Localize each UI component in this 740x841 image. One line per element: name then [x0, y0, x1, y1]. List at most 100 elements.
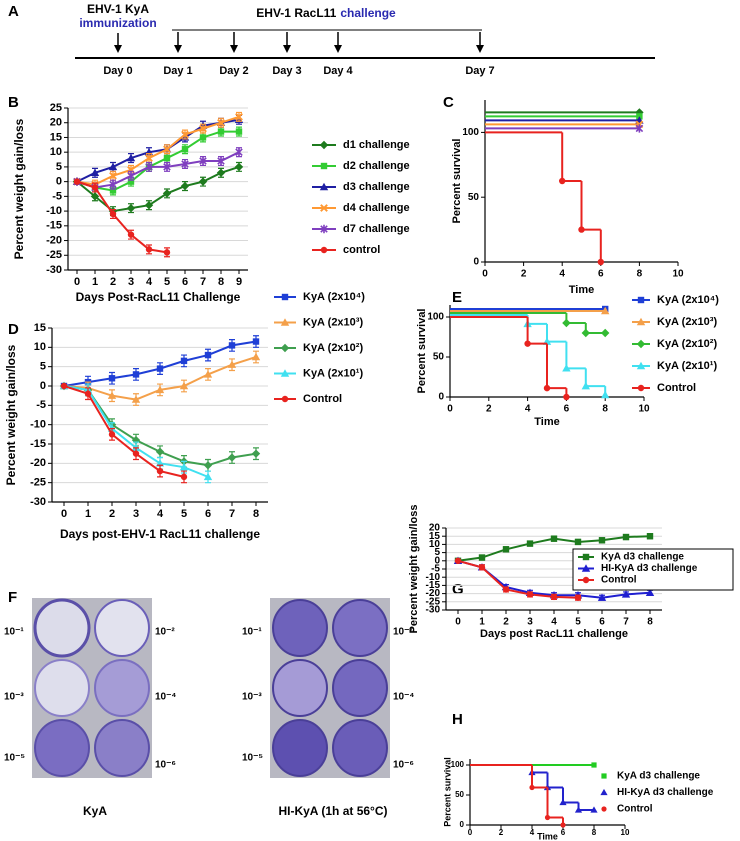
marker [132, 371, 140, 378]
y-tick-label: 10 [34, 341, 46, 353]
marker [637, 384, 645, 392]
dilution-label: 10⁻⁴ [155, 692, 176, 703]
y-tick-label: 50 [455, 790, 464, 799]
panel-label: A [8, 3, 19, 20]
x-tick-label: 0 [482, 269, 488, 280]
x-tick-label: 8 [253, 508, 259, 520]
x-tick-label: 1 [85, 508, 91, 520]
x-tick-label: 2 [486, 404, 492, 415]
x-tick-label: 6 [598, 269, 604, 280]
y-axis-label: Percent weight gain/loss [408, 505, 420, 634]
x-tick-label: 6 [561, 828, 566, 837]
y-tick-label: -5 [431, 564, 440, 575]
marker [156, 467, 164, 475]
legend-label: KyA (2x10²) [303, 342, 363, 354]
marker [581, 564, 591, 572]
legend-label: HI-KyA d3 challenge [601, 563, 698, 574]
y-tick-label: 20 [50, 117, 62, 129]
x-tick-label: 3 [133, 508, 139, 520]
marker [590, 806, 598, 813]
x-tick-label: 7 [200, 276, 206, 288]
x-tick-label: 6 [599, 617, 605, 628]
y-tick-label: 0 [460, 820, 465, 829]
panel-label: D [8, 321, 19, 338]
marker [320, 162, 328, 170]
marker [127, 165, 135, 174]
y-tick-label: 5 [56, 161, 62, 173]
y-tick-label: -25 [426, 596, 441, 607]
marker [109, 180, 117, 189]
marker [636, 361, 646, 370]
x-tick-label: 6 [564, 404, 570, 415]
x-axis-label: Days post-EHV-1 RacL11 challenge [60, 527, 260, 541]
x-tick-label: 0 [447, 404, 453, 415]
series-line [457, 559, 579, 599]
x-tick-label: 4 [530, 828, 535, 837]
legend-box [572, 548, 734, 591]
plate-caption: HI-KyA (1h at 56°C) [278, 804, 387, 818]
marker [562, 364, 571, 372]
marker [203, 472, 213, 481]
panel-label: F [8, 589, 17, 606]
legend-label: Control [657, 382, 696, 394]
y-axis-label: Percent weight gain/loss [12, 118, 26, 259]
marker [199, 124, 207, 133]
marker [560, 822, 566, 828]
marker [251, 352, 261, 361]
marker [181, 146, 189, 153]
marker [126, 203, 136, 213]
day-label: Day 7 [465, 65, 494, 77]
arrow-head [230, 45, 238, 53]
dilution-label: 10⁻⁶ [393, 760, 414, 771]
challenge-prefix: EHV-1 RacL11 [256, 6, 336, 20]
legend-label: KyA (2x10³) [303, 316, 363, 328]
legend-label: d1 challenge [343, 139, 410, 151]
marker [132, 450, 140, 457]
marker [252, 338, 260, 345]
marker [597, 593, 607, 601]
legend-label: control [343, 244, 380, 256]
marker [127, 171, 135, 180]
x-tick-label: 2 [499, 828, 504, 837]
day-label: Day 4 [323, 65, 353, 77]
y-tick-label: -15 [426, 580, 441, 591]
marker [131, 435, 141, 445]
marker [107, 391, 117, 399]
marker [563, 393, 570, 401]
x-axis-label: Time [569, 284, 594, 296]
y-tick-label: -30 [426, 605, 441, 616]
marker [73, 178, 81, 185]
legend-label: Control [601, 575, 637, 586]
marker [598, 537, 606, 544]
x-tick-label: 2 [109, 508, 115, 520]
y-tick-label: 0 [40, 380, 46, 392]
x-tick-label: 0 [468, 828, 473, 837]
y-tick-label: 25 [50, 102, 62, 114]
marker [635, 124, 644, 133]
y-tick-label: -25 [46, 249, 62, 261]
y-tick-label: 15 [50, 131, 62, 143]
x-tick-label: 5 [164, 276, 170, 288]
x-tick-label: 8 [592, 828, 597, 837]
marker [601, 773, 607, 779]
marker [550, 593, 558, 601]
marker [281, 395, 289, 403]
x-tick-label: 6 [205, 508, 211, 520]
marker [600, 788, 608, 796]
marker [217, 128, 225, 135]
dilution-label: 10⁻¹ [242, 627, 262, 638]
marker [108, 162, 118, 171]
y-tick-label: 10 [50, 146, 62, 158]
marker [145, 162, 153, 172]
marker [559, 177, 566, 185]
x-tick-label: 8 [637, 269, 643, 280]
marker [216, 168, 226, 177]
x-tick-label: 4 [559, 269, 565, 280]
marker [198, 177, 208, 186]
series-line [76, 115, 240, 186]
y-tick-label: 100 [427, 312, 444, 323]
y-tick-label: 50 [468, 192, 480, 203]
y-tick-label: 5 [40, 361, 46, 373]
legend-label: d4 challenge [343, 202, 410, 214]
